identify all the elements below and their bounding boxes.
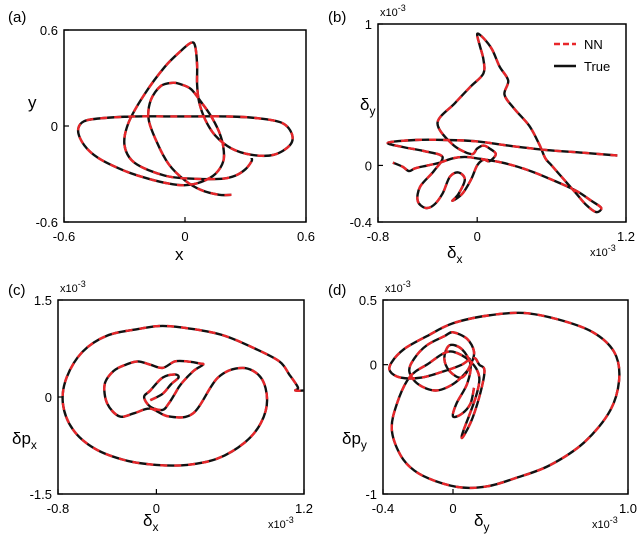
panel-label: (b) — [328, 9, 346, 26]
y-multiplier: x10-3 — [60, 279, 86, 295]
x-axis-label: δy — [474, 511, 489, 534]
x-tick-label: -0.8 — [47, 501, 69, 516]
y-axis-label: δpy — [342, 429, 367, 452]
series-line-nn — [386, 32, 618, 214]
x-tick-label: 0 — [474, 229, 481, 244]
y-tick-label: -0.4 — [350, 215, 372, 230]
y-tick-label: 0 — [45, 390, 52, 405]
x-tick-label: -0.4 — [372, 501, 394, 516]
y-tick-label: 0.6 — [40, 23, 58, 38]
panel-a: (a) -0.6 0 0.6 0.6 0 -0.6 x y — [8, 9, 315, 264]
y-tick-label: 1 — [365, 17, 372, 32]
legend: NN True — [554, 37, 610, 74]
panel-d: (d) -0.4 0 1.0 0.5 0 -1 δy δpy x10-3 x10-3 — [328, 279, 637, 534]
panel-b: (b) -0.8 0 1.2 1 0 -0.4 δx δy x10-3 x10-3 NN True — [328, 3, 635, 266]
y-tick-label: 0 — [370, 358, 377, 373]
x-axis-label: δx — [143, 511, 158, 534]
x-tick-label: 1.2 — [295, 501, 313, 516]
panel-c: (c) -0.8 0 1.2 1.5 0 -1.5 δx δpx x10-3 x10-3 — [8, 279, 313, 534]
y-tick-label: -1 — [365, 487, 377, 502]
series-line-true — [388, 311, 621, 490]
series-line-nn — [388, 311, 621, 490]
y-tick-label: -1.5 — [30, 487, 52, 502]
y-tick-label: -0.6 — [36, 215, 58, 230]
panel-label: (d) — [328, 282, 346, 299]
x-multiplier: x10-3 — [590, 243, 616, 259]
y-multiplier: x10-3 — [385, 279, 411, 295]
y-multiplier: x10-3 — [380, 3, 406, 19]
y-axis-label: δy — [360, 95, 375, 118]
series-line-nn — [76, 41, 294, 197]
x-axis-label: δx — [447, 243, 462, 266]
plot-frame — [382, 299, 629, 495]
y-tick-label: 1.5 — [34, 293, 52, 308]
x-tick-label: 0 — [153, 501, 160, 516]
panel-label: (a) — [8, 9, 26, 26]
x-tick-label: 0.6 — [297, 229, 315, 244]
x-tick-label: -0.8 — [367, 229, 389, 244]
series-line-true — [61, 324, 305, 467]
y-tick-label: 0.5 — [359, 293, 377, 308]
y-axis-label: y — [28, 93, 37, 112]
legend-label-nn: NN — [584, 37, 603, 52]
y-axis-label: δpx — [12, 429, 37, 452]
series-line-true — [76, 41, 294, 197]
y-tick-label: 0 — [365, 158, 372, 173]
series-line-nn — [61, 324, 305, 467]
x-tick-label: 1.2 — [617, 229, 635, 244]
x-tick-label: -0.6 — [53, 229, 75, 244]
legend-label-true: True — [584, 59, 610, 74]
x-tick-label: 0 — [449, 501, 456, 516]
x-multiplier: x10-3 — [268, 515, 294, 531]
plot-frame — [377, 23, 627, 223]
y-tick-label: 0 — [51, 119, 58, 134]
x-multiplier: x10-3 — [592, 515, 618, 531]
x-axis-label: x — [175, 245, 184, 264]
panel-label: (c) — [8, 282, 26, 299]
x-tick-label: 0 — [181, 229, 188, 244]
x-tick-label: 1.0 — [619, 501, 637, 516]
plot-frame — [63, 29, 307, 223]
